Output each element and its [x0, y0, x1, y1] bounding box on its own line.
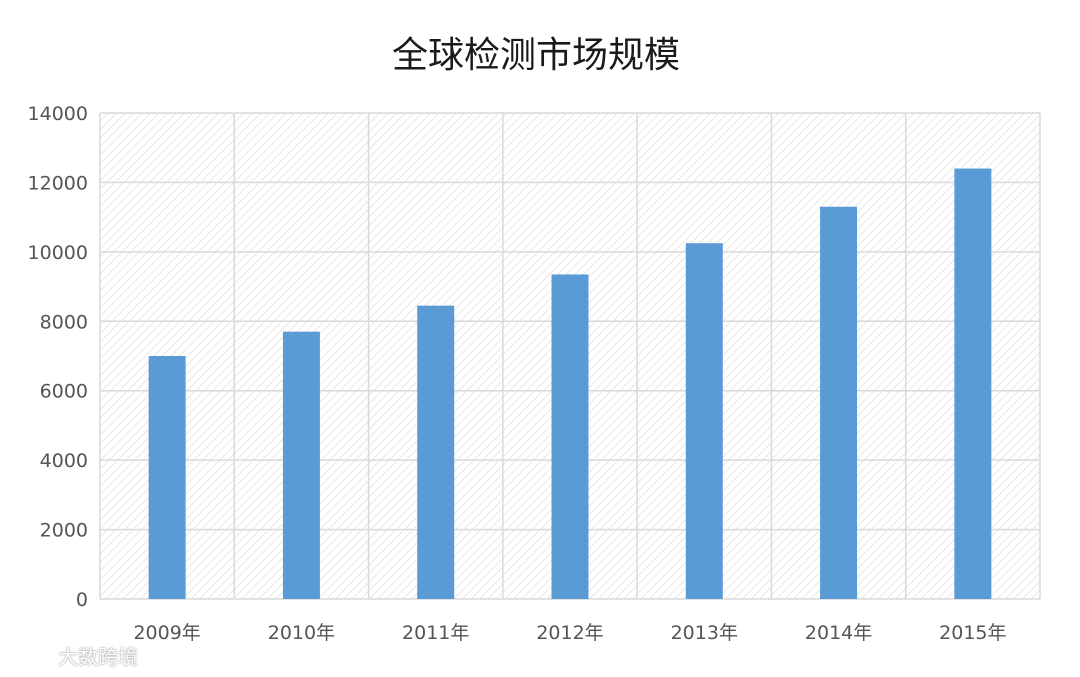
x-tick-label: 2009年	[133, 622, 200, 644]
y-tick-label: 6000	[40, 381, 88, 403]
x-axis: 2009年 2010年 2011年 2012年 2013年 2014年 2015年	[133, 622, 1006, 644]
x-tick-label: 2015年	[939, 622, 1006, 644]
bar	[820, 206, 858, 599]
watermark: 大数跨境	[8, 641, 138, 670]
x-tick-label: 2012年	[536, 622, 603, 644]
x-tick-label: 2013年	[671, 622, 738, 644]
bars	[148, 168, 992, 600]
bar	[551, 274, 589, 599]
bar	[417, 305, 455, 599]
y-tick-label: 14000	[28, 103, 88, 125]
x-tick-label: 2014年	[805, 622, 872, 644]
bar	[282, 331, 320, 599]
chat-bubble-logo-icon	[10, 643, 52, 665]
bar	[148, 356, 186, 599]
y-tick-label: 4000	[40, 450, 88, 472]
y-tick-label: 2000	[40, 520, 88, 542]
y-tick-label: 0	[76, 589, 88, 611]
bar	[954, 168, 992, 600]
bar	[685, 243, 723, 599]
chart-title: 全球检测市场规模	[392, 35, 680, 76]
y-tick-label: 12000	[28, 172, 88, 194]
y-tick-label: 10000	[28, 242, 88, 264]
x-tick-label: 2010年	[268, 622, 335, 644]
watermark-text: 大数跨境	[58, 645, 138, 669]
y-tick-label: 8000	[40, 311, 88, 333]
y-axis: 0 2000 4000 6000 8000 10000 12000 14000	[28, 103, 88, 611]
x-tick-label: 2011年	[402, 622, 469, 644]
